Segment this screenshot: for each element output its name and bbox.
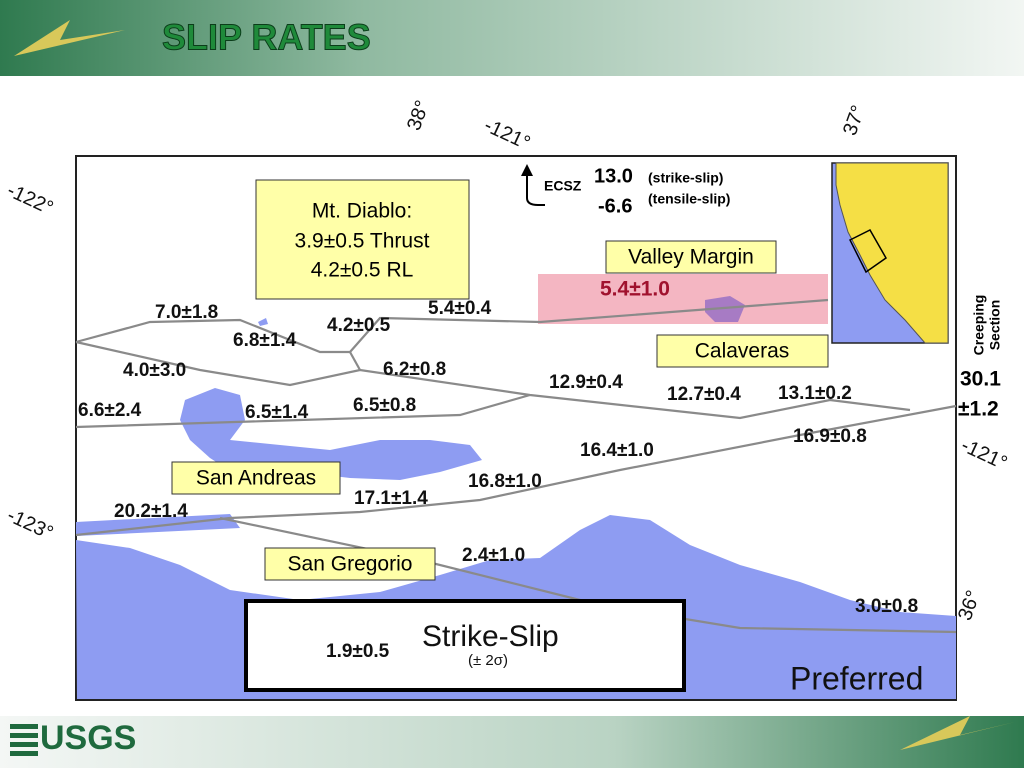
callout-text: Mt. Diablo: (312, 200, 412, 223)
slip-rate: 6.5±0.8 (353, 395, 416, 416)
coordinate-label: -121° (958, 434, 1011, 474)
slip-rate: 4.2±0.5 (327, 315, 391, 336)
fault-line (349, 351, 361, 371)
footer-arrow (900, 716, 1015, 750)
slip-rate: 6.8±1.4 (233, 330, 297, 351)
slip-rate: 5.4±0.4 (428, 298, 492, 319)
callout-box (264, 547, 436, 581)
slip-rate: 20.2±1.4 (114, 501, 188, 522)
slip-rate: 13.1±0.2 (778, 383, 852, 404)
ecsz-value: 13.0 (594, 165, 633, 187)
fault-line (75, 393, 531, 429)
slip-rate: 16.9±0.8 (793, 426, 867, 447)
slip-rate: 6.5±1.4 (245, 402, 309, 423)
creeping-error: ±1.2 (958, 398, 999, 421)
slip-rate: 3.0±0.8 (855, 596, 918, 617)
valley-margin-zone (538, 274, 828, 324)
lake (258, 318, 268, 326)
header-arrow (14, 20, 125, 56)
coordinate-label: -123° (4, 504, 57, 544)
legend-rate: 1.9±0.5 (326, 641, 390, 662)
reservoir (705, 296, 745, 322)
creeping-label: Creeping (971, 295, 987, 356)
slip-rate: 7.0±1.8 (155, 302, 218, 323)
callout-box (171, 461, 341, 495)
slip-rate: 12.9±0.4 (549, 372, 623, 393)
usgs-waves (10, 724, 38, 756)
callout-box (255, 179, 470, 300)
legend-title: Strike-Slip (422, 620, 559, 653)
fault-line (75, 404, 957, 537)
fault-name: San Andreas (196, 467, 316, 490)
fault-line (75, 340, 911, 420)
coordinate-label: -121° (481, 114, 534, 154)
usgs-logo: USGS (40, 719, 136, 757)
fault-name: Valley Margin (628, 246, 754, 269)
coordinate-label: 37° (839, 103, 870, 139)
ecsz-arrowhead (521, 164, 533, 176)
coordinate-label: 38° (403, 98, 434, 134)
legend-note: (± 2σ) (468, 652, 508, 669)
callout-box (605, 240, 777, 274)
ecsz-arrow (526, 170, 545, 206)
ecsz-note: (strike-slip) (648, 170, 723, 186)
creeping-label: Section (987, 300, 1003, 351)
slip-rate: 16.4±1.0 (580, 440, 654, 461)
slip-rate: 6.2±0.8 (383, 359, 446, 380)
callout-text: 4.2±0.5 RL (311, 259, 414, 282)
footer-bar (0, 716, 1024, 768)
bay (180, 388, 482, 480)
slip-rate: 16.8±1.0 (468, 471, 542, 492)
callout-box (656, 334, 829, 368)
slip-rate: 4.0±3.0 (123, 360, 186, 381)
california (835, 162, 949, 344)
creeping-value: 30.1 (960, 368, 1001, 391)
callout-text: 3.9±0.5 Thrust (295, 230, 430, 253)
slip-rate: 2.4±1.0 (462, 545, 525, 566)
legend-box (244, 599, 686, 692)
slip-rate: 6.6±2.4 (78, 400, 142, 421)
coordinate-label: 36° (954, 588, 985, 624)
header-bar (0, 0, 1024, 76)
fault-name: San Gregorio (288, 553, 413, 576)
model-label: Preferred (790, 660, 923, 696)
slide-title: SLIP RATES (162, 17, 371, 58)
coordinate-label: -122° (4, 179, 57, 219)
fault-line (75, 298, 829, 354)
slip-rate: 12.7±0.4 (667, 384, 741, 405)
ecsz-value: -6.6 (598, 195, 632, 217)
ecsz-label: ECSZ (544, 178, 582, 194)
ecsz-note: (tensile-slip) (648, 191, 730, 207)
slip-rate: 5.4±1.0 (600, 278, 670, 301)
inset-box (848, 229, 887, 274)
slip-rate: 17.1±1.4 (354, 488, 428, 509)
fault-name: Calaveras (695, 340, 790, 363)
